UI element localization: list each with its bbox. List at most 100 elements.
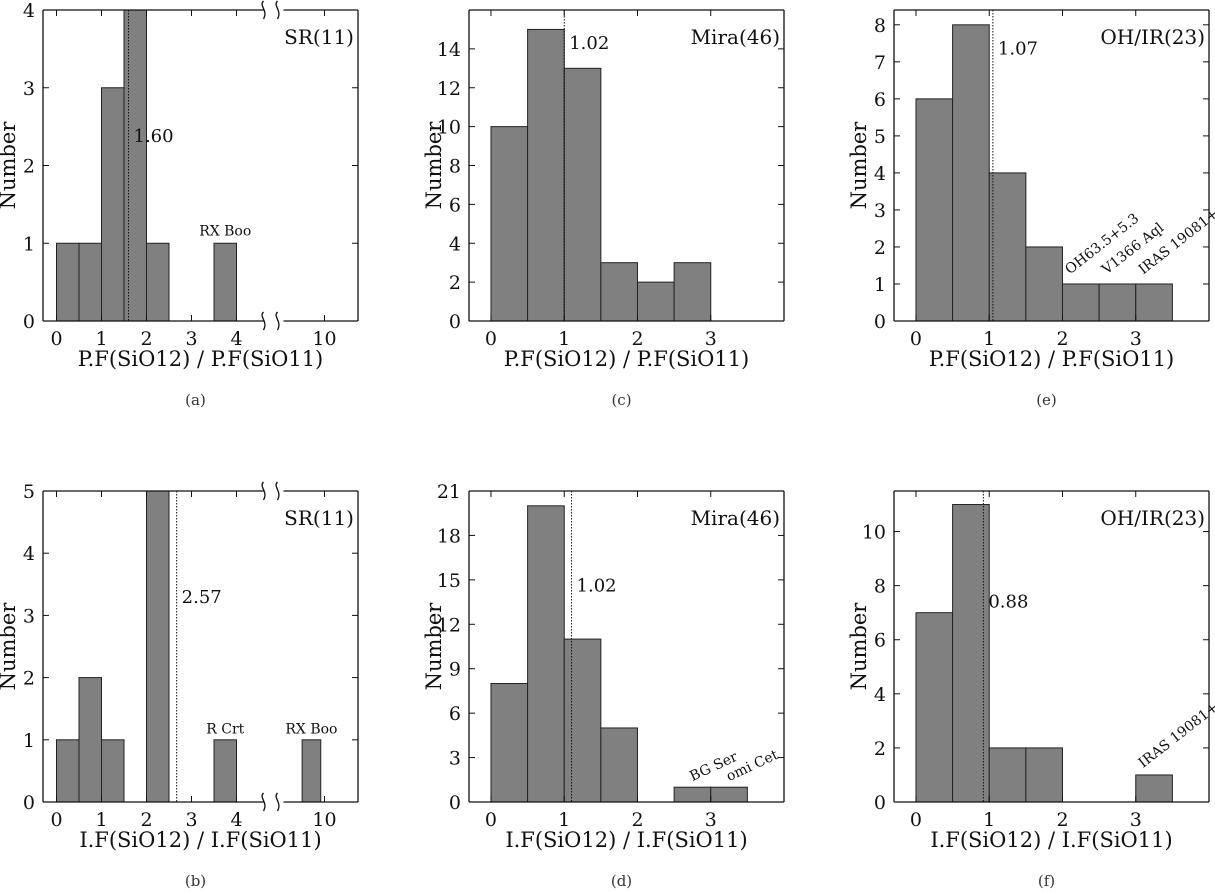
- x-axis-title: P.F(SiO12) / P.F(SiO11): [929, 347, 1175, 371]
- histogram-bar: [988, 172, 1027, 322]
- y-tick-label: 10: [437, 117, 461, 139]
- histogram-bar: [101, 87, 125, 322]
- y-tick-label: 4: [23, 0, 35, 22]
- x-tick-label: 0: [50, 809, 62, 831]
- x-tick-label: 0: [910, 328, 922, 350]
- y-tick-label: 8: [874, 576, 886, 598]
- x-tick-label: 3: [705, 809, 717, 831]
- x-axis-title: P.F(SiO12) / P.F(SiO11): [504, 347, 750, 371]
- histogram-bar: [213, 242, 237, 322]
- histogram-bar: [600, 262, 638, 322]
- y-tick-label: 0: [23, 792, 35, 814]
- x-tick-label: 1: [558, 328, 570, 350]
- x-tick-label: 2: [631, 328, 643, 350]
- y-tick-label: 0: [449, 792, 461, 814]
- y-tick-label: 5: [23, 481, 35, 503]
- x-tick-label: 2: [1056, 328, 1068, 350]
- median-value-label: 1.07: [998, 38, 1038, 59]
- median-value-label: 1.60: [134, 126, 174, 147]
- y-tick-label: 6: [449, 703, 461, 725]
- y-tick-label: 1: [874, 274, 886, 296]
- y-tick-label: 14: [437, 39, 461, 61]
- histogram-bar: [213, 739, 237, 803]
- histogram-bar: [915, 98, 954, 322]
- panel-label: (a): [185, 391, 206, 409]
- histogram-bar: [600, 727, 638, 803]
- histogram-bar: [1135, 774, 1173, 803]
- y-tick-label: 0: [449, 311, 461, 333]
- histogram-bar: [56, 739, 80, 803]
- y-tick-label: 2: [23, 156, 35, 178]
- x-tick-label: 10: [312, 328, 336, 350]
- histogram-bar: [1025, 246, 1063, 322]
- y-tick-label: 3: [874, 200, 886, 222]
- histogram-bar: [710, 786, 748, 803]
- axis-break-mark: [261, 311, 266, 331]
- y-tick-label: 4: [23, 543, 35, 565]
- histogram-bar: [915, 612, 954, 803]
- histogram-bar: [1061, 283, 1100, 322]
- axis-break-mark: [261, 481, 266, 501]
- x-tick-label: 2: [140, 809, 152, 831]
- histogram-bar: [527, 28, 565, 322]
- x-tick-label: 0: [485, 809, 497, 831]
- histogram-bar: [146, 490, 170, 803]
- x-tick-label: 0: [50, 328, 62, 350]
- y-tick-label: 6: [449, 194, 461, 216]
- panel-label: (f): [1038, 872, 1055, 890]
- y-tick-label: 1: [23, 730, 35, 752]
- histogram-bar: [527, 505, 565, 803]
- panel-label: (c): [611, 391, 631, 409]
- histogram-bar: [563, 638, 602, 803]
- x-tick-label: 3: [185, 809, 197, 831]
- y-tick-label: 2: [23, 668, 35, 690]
- axis-break-mark: [275, 792, 280, 812]
- y-tick-label: 5: [874, 126, 886, 148]
- x-tick-label: 2: [1056, 809, 1068, 831]
- y-tick-label: 0: [23, 311, 35, 333]
- chart-title: SR(11): [284, 25, 354, 49]
- y-tick-label: 4: [874, 684, 886, 706]
- y-tick-label: 8: [874, 15, 886, 37]
- x-tick-label: 1: [983, 809, 995, 831]
- x-tick-label: 3: [185, 328, 197, 350]
- chart-title: OH/IR(23): [1100, 25, 1205, 49]
- x-axis-title: I.F(SiO12) / I.F(SiO11): [505, 828, 747, 852]
- panel-label: (b): [185, 872, 206, 890]
- y-tick-label: 1: [23, 233, 35, 255]
- histogram-bar: [636, 281, 675, 322]
- x-tick-label: 2: [140, 328, 152, 350]
- chart-panel-b: 0 1 2 3 4 5 0 1 2 3 4 10 2.57 SR(11) R Crt RX Boo I.F(Si…: [0, 481, 359, 890]
- axis-break-mark: [261, 0, 266, 20]
- chart-panel-a: 0 1 2 3 4 0 1 2 3 4 10 1.60 SR(11) RX Boo P.F(SiO12) /…: [0, 0, 359, 409]
- y-tick-label: 2: [874, 738, 886, 760]
- histogram-bar: [123, 9, 147, 322]
- bar-annotation: R Crt: [206, 722, 244, 738]
- y-axis-title: Number: [847, 121, 871, 210]
- y-tick-label: 15: [437, 570, 461, 592]
- x-tick-label: 3: [705, 328, 717, 350]
- x-axis-title: I.F(SiO12) / I.F(SiO11): [930, 828, 1172, 852]
- chart-panel-f: 0 2 4 6 8 10 0 1 2 3 0.88 OH/IR(23) IRAS 19081+0322 I…: [847, 490, 1215, 890]
- axis-break-mark: [261, 792, 266, 812]
- median-value-label: 2.57: [182, 587, 222, 608]
- y-axis-title: Number: [422, 602, 446, 691]
- bar-annotation: RX Boo: [285, 722, 337, 738]
- chart-title: OH/IR(23): [1100, 506, 1205, 530]
- histogram-bar: [146, 242, 170, 322]
- y-tick-label: 21: [437, 481, 461, 503]
- x-tick-label: 1: [95, 328, 107, 350]
- y-tick-label: 3: [23, 605, 35, 627]
- y-tick-label: 2: [874, 237, 886, 259]
- chart-title: SR(11): [284, 506, 354, 530]
- y-tick-label: 6: [874, 89, 886, 111]
- y-tick-label: 8: [449, 156, 461, 178]
- histogram-bar: [78, 242, 102, 322]
- x-tick-label: 4: [230, 809, 242, 831]
- y-tick-label: 9: [449, 659, 461, 681]
- chart-title: Mira(46): [691, 25, 780, 49]
- x-tick-label: 1: [558, 809, 570, 831]
- x-tick-label: 1: [983, 328, 995, 350]
- histogram-bar: [673, 786, 712, 803]
